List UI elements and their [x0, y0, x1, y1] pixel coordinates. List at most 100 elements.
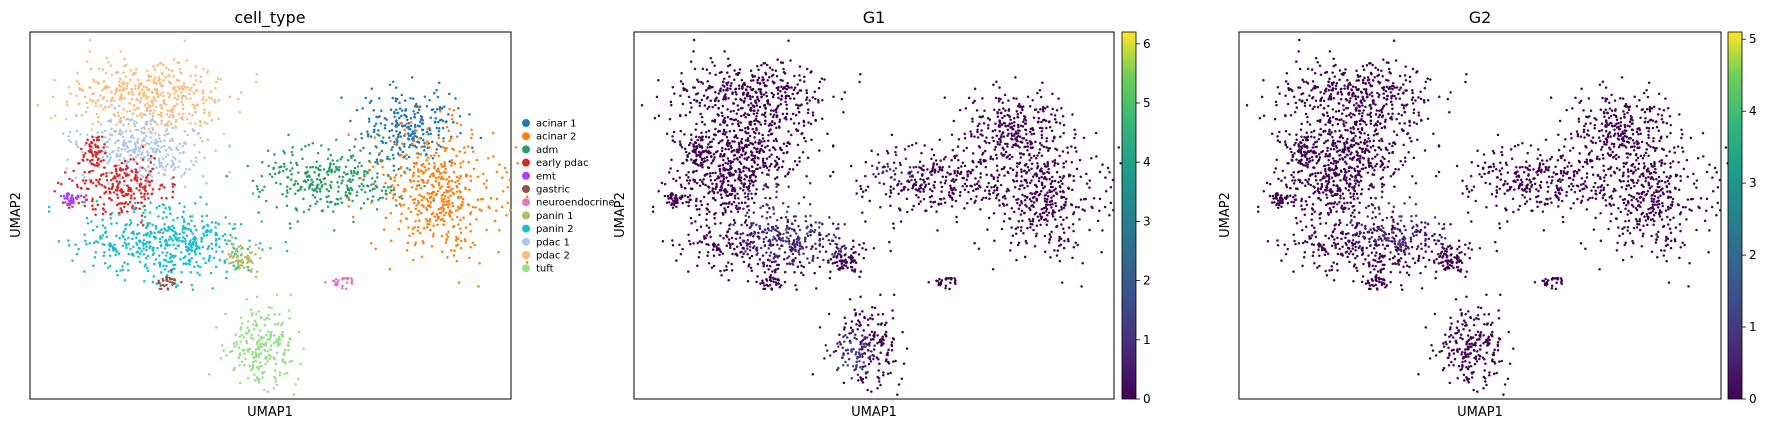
data-point: [957, 166, 960, 170]
data-point: [837, 267, 840, 271]
data-point: [372, 109, 376, 112]
data-point: [232, 264, 236, 268]
data-point: [134, 145, 137, 149]
data-point: [782, 71, 786, 74]
data-point: [820, 77, 824, 80]
data-point: [153, 109, 156, 112]
data-point: [130, 90, 134, 94]
data-point: [377, 198, 380, 202]
data-point: [951, 148, 955, 152]
data-point: [395, 119, 398, 122]
data-point: [937, 203, 940, 206]
data-point: [936, 229, 939, 232]
data-point: [158, 137, 161, 140]
data-point: [315, 190, 319, 194]
data-point: [407, 132, 410, 135]
data-point: [778, 285, 782, 289]
data-point: [237, 245, 240, 249]
data-point: [657, 189, 660, 193]
data-point: [433, 121, 437, 124]
data-point: [969, 197, 973, 201]
data-point: [165, 122, 168, 125]
data-point: [733, 179, 737, 182]
data-point: [711, 196, 715, 200]
data-point: [859, 270, 863, 273]
data-point: [772, 212, 776, 215]
data-point: [852, 260, 855, 263]
data-point: [746, 252, 749, 256]
data-point: [422, 170, 426, 174]
data-point: [840, 97, 844, 101]
data-point: [505, 214, 508, 217]
data-point: [418, 153, 422, 156]
data-point: [726, 142, 729, 146]
data-point: [737, 151, 740, 154]
data-point: [165, 66, 168, 69]
data-point: [780, 85, 783, 89]
plot-frame: [29, 31, 512, 400]
data-point: [719, 172, 722, 176]
data-point: [161, 283, 165, 287]
data-point: [821, 245, 825, 249]
data-point: [437, 126, 441, 130]
data-point: [266, 390, 270, 393]
data-point: [273, 323, 277, 326]
data-point: [193, 104, 196, 107]
data-point: [91, 93, 94, 96]
data-point: [154, 237, 157, 240]
data-point: [407, 121, 410, 125]
data-point: [193, 224, 197, 228]
data-point: [678, 176, 682, 179]
data-point: [774, 224, 778, 228]
data-point: [162, 144, 166, 148]
data-point: [309, 204, 312, 208]
data-point: [430, 213, 433, 216]
data-point: [471, 146, 474, 150]
data-point: [313, 171, 316, 174]
data-point: [181, 103, 185, 106]
data-point: [378, 151, 382, 155]
data-point: [311, 180, 314, 184]
data-point: [926, 168, 929, 171]
data-point: [805, 91, 809, 95]
data-point: [651, 205, 655, 209]
data-point: [198, 247, 201, 250]
data-point: [148, 211, 152, 214]
data-point: [437, 120, 440, 124]
data-point: [215, 237, 218, 241]
data-point: [305, 175, 309, 178]
data-point: [831, 170, 835, 174]
data-point: [475, 158, 479, 162]
data-point: [711, 85, 714, 89]
data-point: [224, 216, 227, 219]
data-point: [755, 280, 758, 284]
data-point: [778, 118, 782, 121]
data-point: [737, 124, 741, 128]
data-point: [377, 129, 380, 132]
data-point: [930, 173, 933, 176]
legend-marker: [522, 145, 530, 154]
data-point: [694, 151, 697, 155]
data-point: [719, 269, 722, 273]
data-point: [809, 122, 813, 126]
data-point: [147, 170, 150, 173]
data-point: [354, 138, 357, 141]
data-point: [304, 144, 307, 148]
data-point: [101, 131, 104, 134]
data-point: [777, 183, 780, 187]
data-point: [201, 91, 205, 95]
data-point: [937, 170, 940, 174]
data-point: [370, 177, 374, 180]
data-point: [395, 86, 398, 89]
data-point: [963, 182, 967, 186]
data-point: [720, 184, 723, 187]
data-point: [714, 73, 717, 76]
data-point: [296, 182, 300, 186]
data-point: [457, 208, 460, 211]
data-point: [152, 64, 155, 68]
data-point: [429, 154, 433, 158]
data-point: [737, 201, 741, 205]
data-point: [144, 169, 148, 172]
data-point: [399, 121, 402, 125]
data-point: [281, 321, 285, 324]
